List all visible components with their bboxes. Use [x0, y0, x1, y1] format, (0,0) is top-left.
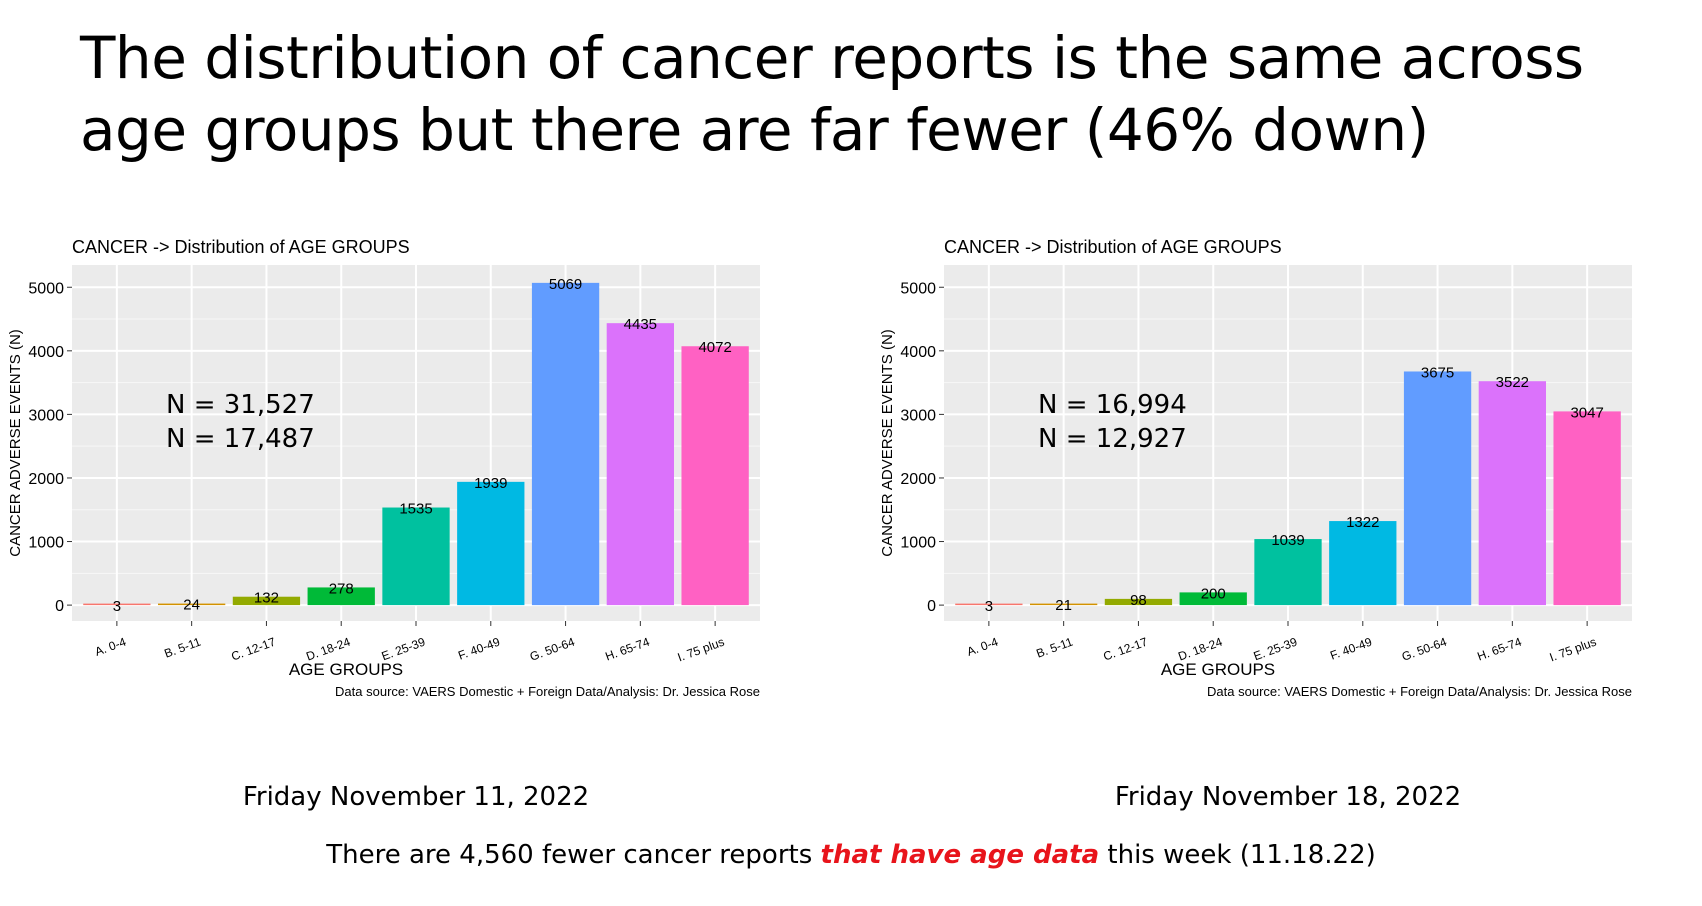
- y-tick-label: 3000: [900, 407, 936, 424]
- data-label: 3675: [1421, 364, 1454, 381]
- bar: [1254, 539, 1322, 606]
- x-tick-label: A. 0-4: [93, 635, 128, 659]
- y-tick-label: 2000: [28, 471, 64, 488]
- n-annotation: N = 31,527: [166, 390, 315, 420]
- right-date-caption: Friday November 18, 2022: [1114, 782, 1462, 812]
- n-annotation: N = 17,487: [166, 424, 315, 454]
- bar: [681, 346, 749, 606]
- x-tick-label: B. 5-11: [162, 635, 203, 661]
- x-tick-label: F. 40-49: [1328, 635, 1374, 663]
- x-tick-label: F. 40-49: [456, 635, 502, 663]
- chart-right: CANCER -> Distribution of AGE GROUPS 0 100…: [872, 237, 1702, 770]
- data-label: 3: [985, 598, 993, 615]
- data-label: 3522: [1496, 374, 1529, 391]
- data-source-caption: Data source: VAERS Domestic + Foreign Da…: [1207, 684, 1632, 699]
- bar: [1030, 603, 1098, 606]
- data-label: 1322: [1346, 514, 1379, 531]
- y-tick-label: 1000: [900, 535, 936, 552]
- x-tick-label: I. 75 plus: [1548, 635, 1599, 665]
- bar: [606, 323, 674, 606]
- y-tick-label: 4000: [900, 344, 936, 361]
- y-axis-title: CANCER ADVERSE EVENTS (N): [7, 329, 24, 557]
- bar: [1104, 598, 1173, 606]
- y-tick-label: 5000: [900, 280, 936, 297]
- data-label: 132: [254, 590, 279, 607]
- bar: [531, 282, 600, 606]
- data-label: 278: [329, 580, 354, 597]
- y-tick-label: 5000: [28, 280, 64, 297]
- chart-right-svg: CANCER -> Distribution of AGE GROUPS 0 100…: [879, 237, 1632, 699]
- left-date-caption: Friday November 11, 2022: [242, 782, 590, 812]
- bar: [457, 481, 525, 606]
- bar: [83, 603, 151, 606]
- x-axis-title: AGE GROUPS: [289, 660, 403, 679]
- x-tick-label: I. 75 plus: [676, 635, 727, 665]
- bar: [158, 603, 226, 606]
- x-tick-label: A. 0-4: [965, 635, 1000, 659]
- bar: [1478, 381, 1546, 606]
- n-annotation: N = 16,994: [1038, 390, 1187, 420]
- slide-title: The distribution of cancer reports is th…: [80, 24, 1584, 164]
- chart-title: CANCER -> Distribution of AGE GROUPS: [72, 237, 410, 257]
- bar: [1553, 411, 1621, 606]
- bar: [1329, 521, 1397, 606]
- footer-note: There are 4,560 fewer cancer reports tha…: [0, 840, 1702, 870]
- n-annotation: N = 12,927: [1038, 424, 1187, 454]
- bar: [1403, 371, 1472, 606]
- y-axis-title: CANCER ADVERSE EVENTS (N): [879, 329, 896, 557]
- data-label: 1535: [399, 501, 432, 518]
- data-label: 5069: [549, 276, 582, 293]
- data-label: 21: [1055, 597, 1072, 614]
- x-tick-label: C. 12-17: [1101, 635, 1149, 664]
- bar: [307, 587, 375, 606]
- data-label: 4435: [624, 316, 657, 333]
- bar: [382, 507, 450, 606]
- chart-title: CANCER -> Distribution of AGE GROUPS: [944, 237, 1282, 257]
- x-tick-label: G. 50-64: [528, 635, 577, 664]
- data-label: 24: [183, 597, 200, 614]
- x-tick-label: G. 50-64: [1400, 635, 1449, 664]
- y-tick-label: 2000: [900, 471, 936, 488]
- y-tick-label: 3000: [28, 407, 64, 424]
- x-tick-label: H. 65-74: [1475, 635, 1523, 664]
- y-tick-label: 4000: [28, 344, 64, 361]
- chart-left-svg: CANCER -> Distribution of AGE GROUPS 0 100…: [7, 237, 760, 699]
- data-label: 4072: [698, 339, 731, 356]
- bar: [232, 596, 301, 606]
- bar: [955, 603, 1023, 606]
- x-tick-label: H. 65-74: [603, 635, 651, 664]
- footer-text-after: this week (11.18.22): [1099, 840, 1376, 870]
- data-label: 3047: [1570, 404, 1603, 421]
- y-tick-label: 0: [55, 598, 64, 615]
- chart-left: CANCER -> Distribution of AGE GROUPS 0 100…: [0, 237, 840, 770]
- y-tick-label: 0: [927, 598, 936, 615]
- x-axis-title: AGE GROUPS: [1161, 660, 1275, 679]
- data-label: 98: [1130, 592, 1147, 609]
- y-tick-label: 1000: [28, 535, 64, 552]
- footer-text-before: There are 4,560 fewer cancer reports: [326, 840, 821, 870]
- data-source-caption: Data source: VAERS Domestic + Foreign Da…: [335, 684, 760, 699]
- bar: [1179, 592, 1247, 606]
- x-tick-label: B. 5-11: [1034, 635, 1075, 661]
- data-label: 200: [1201, 585, 1226, 602]
- x-tick-label: C. 12-17: [229, 635, 277, 664]
- data-label: 1939: [474, 475, 507, 492]
- data-label: 3: [113, 598, 121, 615]
- data-label: 1039: [1271, 532, 1304, 549]
- footer-emphasis: that have age data: [820, 840, 1100, 870]
